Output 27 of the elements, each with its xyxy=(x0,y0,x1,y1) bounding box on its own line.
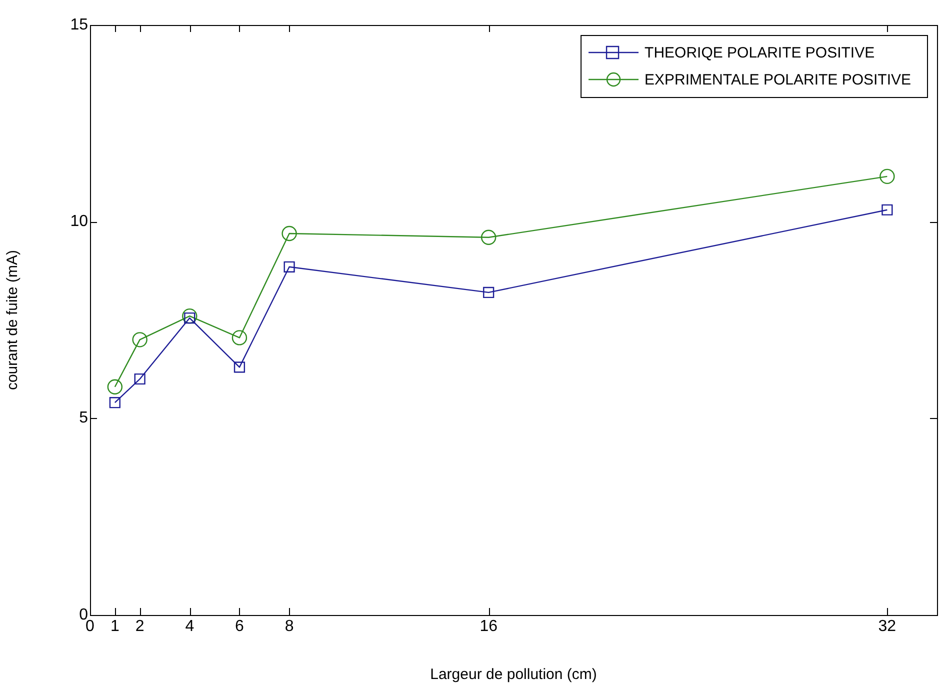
x-tick-label: 32 xyxy=(878,618,896,636)
point xyxy=(483,286,494,298)
point xyxy=(107,379,123,394)
point xyxy=(132,332,148,348)
x-axis-title: Largeur de pollution (cm) xyxy=(430,666,597,684)
x-tick-label: 1 xyxy=(110,618,120,636)
y-tick-label: 15 xyxy=(70,16,88,34)
point xyxy=(134,373,146,385)
point xyxy=(282,226,297,242)
x-tick-label: 2 xyxy=(135,618,144,636)
point xyxy=(182,308,198,324)
x-tick-label: 4 xyxy=(185,618,194,636)
legend-label: THEORIQE POLARITE POSITIVE xyxy=(644,44,875,62)
point xyxy=(880,168,895,184)
x-tick-label: 8 xyxy=(284,618,294,636)
y-tick-label: 10 xyxy=(70,213,88,230)
y-tick-label: 5 xyxy=(79,410,88,427)
point xyxy=(234,362,246,373)
x-tick-label: 16 xyxy=(480,618,498,636)
legend-label: EXPRIMENTALE POLARITE POSITIVE xyxy=(644,72,912,89)
point xyxy=(882,204,893,216)
point xyxy=(284,261,295,272)
x-tick-label: 6 xyxy=(235,618,244,636)
point xyxy=(109,397,120,408)
y-axis-title: courant de fuite (mA) xyxy=(4,250,22,390)
point xyxy=(480,230,496,245)
point xyxy=(232,330,248,346)
